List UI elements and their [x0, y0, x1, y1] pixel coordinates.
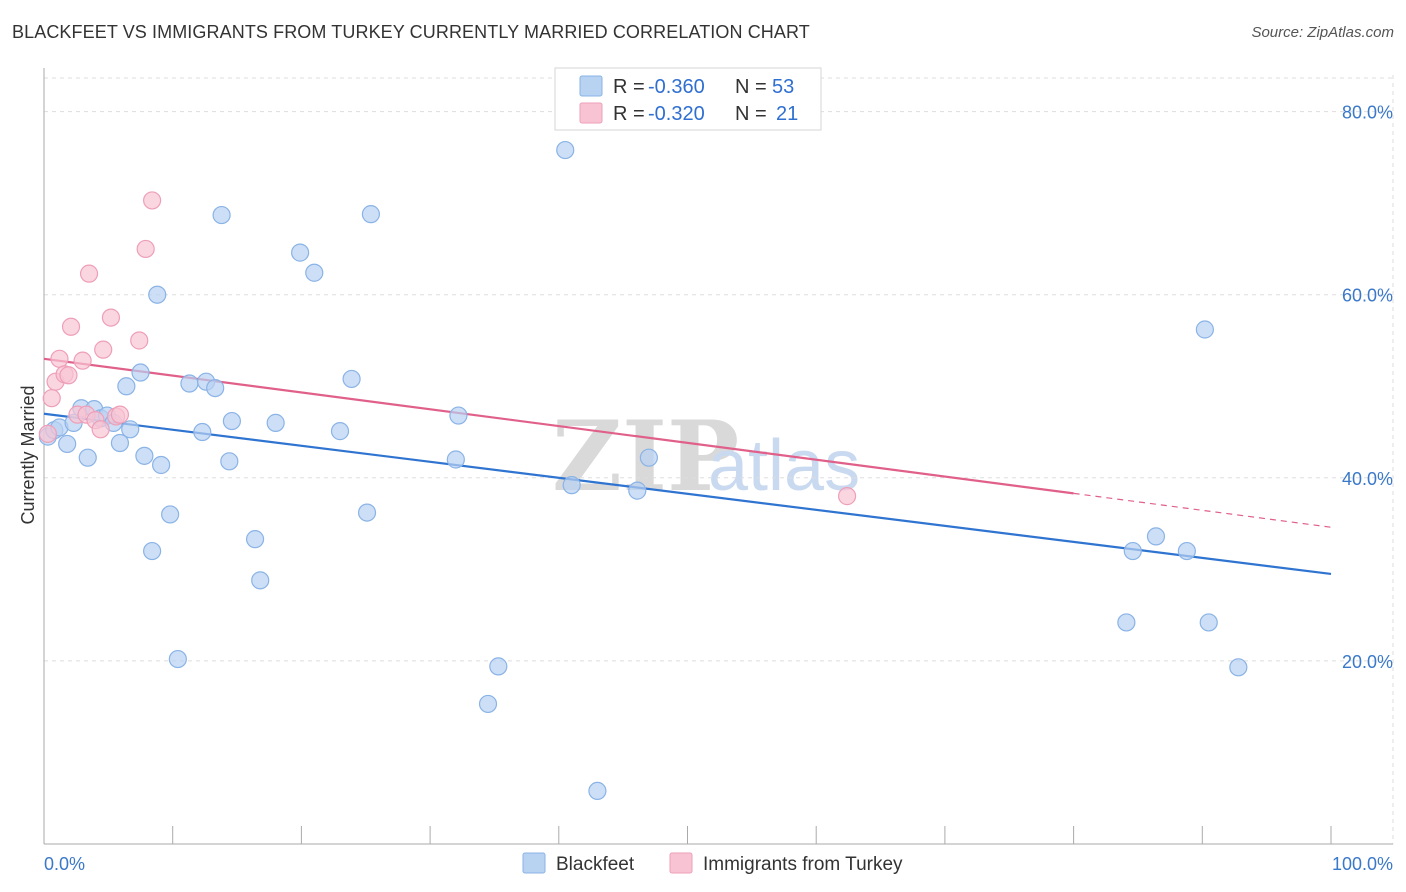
data-points — [38, 140, 1248, 801]
point-blackfeet — [206, 378, 225, 398]
legend-r-label-1: R = — [613, 76, 645, 98]
legend-r-value-2: -0.320 — [648, 103, 705, 125]
point-blackfeet — [1117, 613, 1136, 632]
legend-n-label-2: N = — [735, 103, 767, 125]
y-axis-label: Currently Married — [18, 385, 38, 524]
legend-swatch-blackfeet — [579, 75, 603, 97]
point-turkey — [837, 487, 857, 506]
point-blackfeet — [220, 452, 239, 471]
legend-n-value-2: 21 — [776, 103, 798, 125]
point-turkey — [61, 317, 81, 336]
point-blackfeet — [342, 369, 361, 389]
legend: R = -0.360 N = 53 R = -0.320 N = 21 — [554, 67, 822, 131]
point-blackfeet — [330, 422, 350, 441]
point-blackfeet — [361, 205, 380, 224]
bottom-legend: Blackfeet Immigrants from Turkey — [522, 852, 903, 875]
point-turkey — [143, 191, 162, 210]
legend-n-value-1: 53 — [772, 76, 794, 98]
point-blackfeet — [131, 363, 150, 382]
y-tick-label-80: 80.0% — [1342, 103, 1393, 123]
point-blackfeet — [121, 420, 140, 439]
source-label: Source: ZipAtlas.com — [1251, 24, 1394, 41]
point-blackfeet — [245, 530, 265, 549]
y-tick-label-40: 40.0% — [1342, 469, 1393, 489]
bottom-legend-blackfeet: Blackfeet — [556, 854, 635, 875]
point-turkey — [38, 424, 57, 443]
point-blackfeet — [143, 541, 162, 561]
point-turkey — [59, 366, 78, 385]
point-blackfeet — [628, 481, 647, 500]
point-blackfeet — [212, 205, 231, 225]
y-tick-label-20: 20.0% — [1342, 652, 1393, 672]
legend-swatch-turkey — [579, 102, 603, 124]
point-turkey — [79, 264, 99, 283]
point-blackfeet — [291, 243, 310, 262]
point-blackfeet — [1229, 658, 1248, 677]
point-turkey — [73, 351, 92, 370]
bottom-legend-turkey: Immigrants from Turkey — [703, 854, 903, 875]
point-blackfeet — [449, 406, 468, 425]
point-turkey — [50, 349, 69, 368]
point-blackfeet — [1195, 320, 1214, 339]
trend-line-turkey-extension — [1073, 492, 1332, 528]
point-blackfeet — [193, 422, 212, 442]
point-blackfeet — [180, 374, 199, 393]
point-blackfeet — [148, 285, 167, 304]
point-blackfeet — [1199, 613, 1218, 632]
point-blackfeet — [588, 781, 607, 801]
point-blackfeet — [78, 448, 97, 467]
point-blackfeet — [161, 505, 180, 524]
bottom-legend-swatch-turkey — [669, 852, 693, 874]
point-blackfeet — [357, 503, 377, 522]
point-blackfeet — [305, 263, 324, 282]
point-blackfeet — [478, 694, 498, 714]
point-blackfeet — [1123, 541, 1142, 561]
y-tick-labels: 20.0% 40.0% 60.0% 80.0% — [1342, 103, 1393, 672]
point-blackfeet — [639, 448, 658, 467]
point-turkey — [130, 331, 149, 350]
point-blackfeet — [251, 571, 270, 590]
point-blackfeet — [110, 433, 130, 453]
legend-n-label-1: N = — [735, 76, 767, 98]
point-turkey — [91, 420, 110, 439]
point-blackfeet — [556, 140, 575, 160]
point-turkey — [101, 308, 121, 327]
legend-r-value-1: -0.360 — [648, 76, 705, 98]
point-blackfeet — [117, 377, 136, 396]
point-turkey — [94, 340, 113, 359]
trend-line-blackfeet — [43, 412, 1332, 576]
point-blackfeet — [222, 411, 242, 431]
point-blackfeet — [1177, 541, 1196, 561]
point-blackfeet — [135, 446, 154, 465]
x-tick-label-max: 100.0% — [1332, 854, 1393, 874]
watermark-atlas: atlas — [708, 426, 860, 506]
point-turkey — [110, 405, 130, 424]
point-blackfeet — [266, 413, 285, 432]
point-turkey — [136, 239, 155, 259]
point-blackfeet — [446, 450, 465, 469]
point-blackfeet — [1146, 527, 1166, 546]
legend-r-label-2: R = — [613, 103, 645, 125]
axes — [43, 68, 1393, 845]
point-blackfeet — [562, 476, 581, 495]
point-turkey — [42, 389, 61, 408]
point-blackfeet — [168, 649, 187, 669]
chart-title: BLACKFEET VS IMMIGRANTS FROM TURKEY CURR… — [12, 22, 810, 42]
point-blackfeet — [489, 657, 508, 676]
point-blackfeet — [152, 455, 171, 475]
point-blackfeet — [58, 434, 77, 454]
y-tick-label-60: 60.0% — [1342, 286, 1393, 306]
x-tick-label-min: 0.0% — [44, 854, 85, 874]
bottom-legend-swatch-blackfeet — [522, 852, 546, 874]
